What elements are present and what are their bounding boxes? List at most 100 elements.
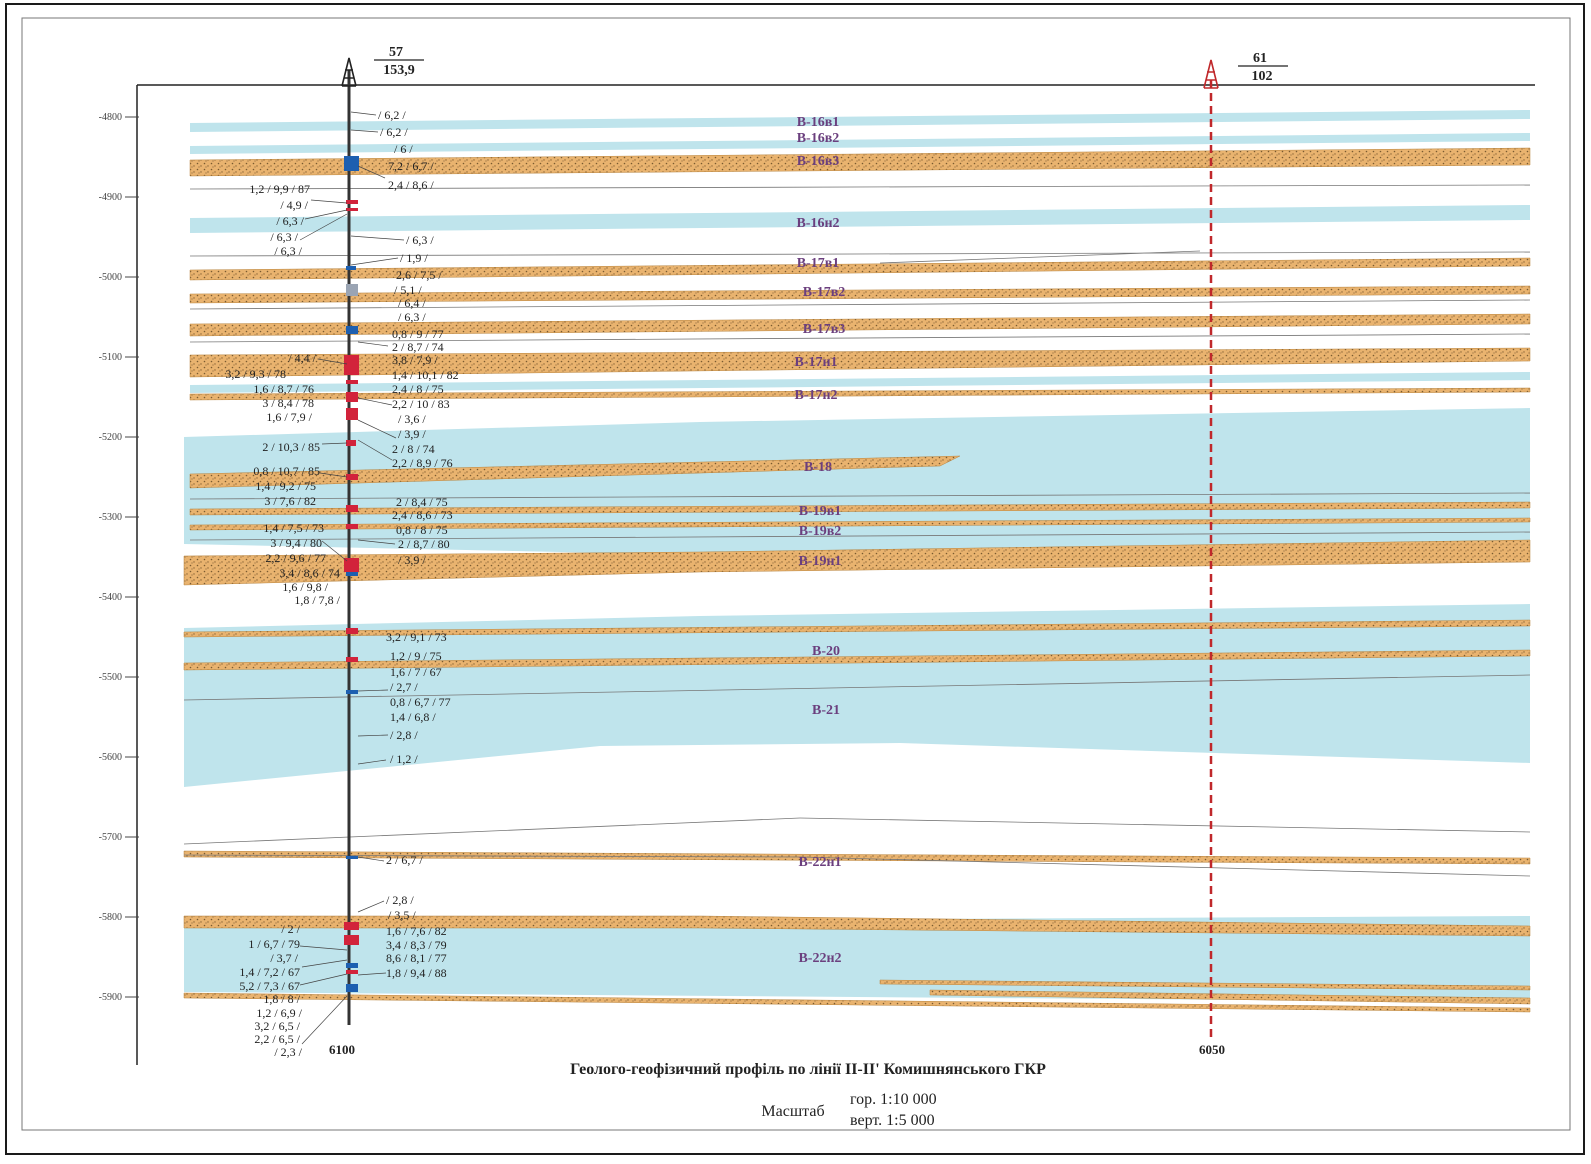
depth-labels: -4800 -4900 -5000 -5100 -5200 -5300 -540… (99, 112, 122, 1003)
horizon-label: В-19в2 (799, 524, 842, 539)
annotation: 5,2 / 7,3 / 67 (239, 979, 300, 993)
annotation: 2,2 / 6,5 / (254, 1032, 300, 1046)
annotation: 1,8 / 7,8 / (294, 593, 340, 607)
annotation: / 3,5 / (388, 908, 416, 922)
annotation: 2,2 / 9,6 / 77 (265, 551, 326, 565)
annotation: / 2,8 / (386, 893, 414, 907)
depth-label: -5700 (99, 832, 122, 843)
horizon-label: В-17в1 (797, 256, 840, 271)
rig-icon (341, 57, 357, 87)
horizon-label: В-21 (812, 703, 840, 718)
annotation: 0,8 / 8 / 75 (396, 523, 448, 537)
annotation: 2 / 8,4 / 75 (396, 495, 448, 509)
horizon-label: В-16в2 (797, 131, 840, 146)
depth-ticks (125, 116, 139, 998)
annotation: 1,2 / 6,9 / (256, 1006, 302, 1020)
depth-label: -5300 (99, 512, 122, 523)
annotation: 1,6 / 8,7 / 76 (253, 382, 314, 396)
annotation: / 3,9 / (398, 553, 426, 567)
annotation: 2 / 8 / 74 (392, 442, 435, 456)
annotation: 2,2 / 8,9 / 76 (392, 456, 453, 470)
scale-word: Масштаб (761, 1103, 824, 1120)
depth-label: -4800 (99, 112, 122, 123)
annotation: / 2,3 / (274, 1045, 302, 1059)
annotation: 2,4 / 8,6 / 73 (392, 508, 453, 522)
horizon-label: В-16в3 (797, 154, 840, 169)
depth-label: -5800 (99, 912, 122, 923)
annotation: / 3,6 / (398, 412, 426, 426)
annotation: 0,8 / 9 / 77 (392, 327, 444, 341)
annotation: / 6,3 / (276, 214, 304, 228)
inner-frame (21, 17, 1571, 1131)
correlation-lines (183, 184, 1531, 877)
scale-horizontal: гор. 1:10 000 (850, 1091, 937, 1108)
annotation: / 4,9 / (280, 198, 308, 212)
horizon-label: В-17н1 (794, 355, 837, 370)
horizon-label: В-16в1 (797, 115, 840, 130)
annotation: 3,2 / 6,5 / (254, 1019, 300, 1033)
annotation: 3,2 / 9,1 / 73 (386, 630, 447, 644)
horizon-label: В-19н1 (798, 554, 841, 569)
depth-label: -5900 (99, 992, 122, 1003)
annotation: 8,6 / 8,1 / 77 (386, 951, 447, 965)
annotation: 1,8 / 8 / (263, 992, 300, 1006)
annotation: / 3,7 / (270, 951, 298, 965)
well-61-number: 61 (1253, 51, 1267, 66)
annotation: 2,6 / 7,5 / (396, 268, 442, 282)
annotation: 1,8 / 9,4 / 88 (386, 966, 447, 980)
annotation: / 6,3 / (270, 230, 298, 244)
rig-icon (1203, 59, 1219, 89)
annotation: 2 / 6,7 / (386, 853, 423, 867)
annotation: 3,4 / 8,3 / 79 (386, 938, 447, 952)
depth-label: -5600 (99, 752, 122, 763)
horizon-label: В-19в1 (799, 504, 842, 519)
annotation: / 6,3 / (398, 310, 426, 324)
annotation: 3 / 7,6 / 82 (264, 494, 316, 508)
horizon-label: В-17в3 (803, 322, 846, 337)
annotation: / 5,1 / (394, 283, 422, 297)
annotation: / 1,9 / (400, 251, 428, 265)
annotation: / 6,3 / (406, 233, 434, 247)
annotation: 1,6 / 9,8 / (282, 580, 328, 594)
well-61-bottom: 6050 (1199, 1042, 1225, 1057)
annotation: 1,4 / 7,5 / 73 (263, 521, 324, 535)
annotation: 0,8 / 6,7 / 77 (390, 695, 451, 709)
depth-label: -5100 (99, 352, 122, 363)
horizon-label: В-18 (804, 460, 832, 475)
perforation-intervals (344, 156, 359, 992)
well-61-altitude: 102 (1252, 69, 1273, 84)
depth-label: -5000 (99, 272, 122, 283)
annotation: 1,6 / 7,9 / (266, 410, 312, 424)
annotation: 2,2 / 10 / 83 (392, 397, 450, 411)
annotation: 3 / 9,4 / 80 (270, 536, 322, 550)
annotation: 1,4 / 9,2 / 75 (255, 479, 316, 493)
depth-label: -5400 (99, 592, 122, 603)
annotation: 1,4 / 7,2 / 67 (239, 965, 300, 979)
annotation: 1,6 / 7,6 / 82 (386, 924, 447, 938)
annotation: 1,4 / 6,8 / (390, 710, 436, 724)
annotation-leader-lines (299, 111, 405, 1045)
horizon-label: В-16н2 (796, 216, 839, 231)
depth-label: -5500 (99, 672, 122, 683)
annotation: / 2,7 / (390, 680, 418, 694)
horizon-label: В-20 (812, 644, 840, 659)
horizon-label: В-22н2 (798, 951, 841, 966)
annotation: / 6,4 / (398, 296, 426, 310)
clay-layers (184, 110, 1530, 1002)
scale-vertical: верт. 1:5 000 (850, 1112, 935, 1129)
horizon-label: В-17н2 (794, 388, 837, 403)
annotation: / 2,8 / (390, 728, 418, 742)
annotation: 2,4 / 8,6 / (388, 178, 434, 192)
annotation: 3 / 8,4 / 78 (262, 396, 314, 410)
annotation: / 4,4 / (288, 351, 316, 365)
depth-label: -4900 (99, 192, 122, 203)
annotation: 2 / 10,3 / 85 (262, 440, 320, 454)
well-61: 61 102 6050 (1199, 51, 1288, 1057)
annotation: / 6,2 / (378, 108, 406, 122)
annotation: / 6,3 / (274, 244, 302, 258)
annotation: 3,4 / 8,6 / 74 (279, 566, 340, 580)
well-57-bottom: 6100 (329, 1042, 355, 1057)
annotation: 1,2 / 9,9 / 87 (249, 182, 310, 196)
